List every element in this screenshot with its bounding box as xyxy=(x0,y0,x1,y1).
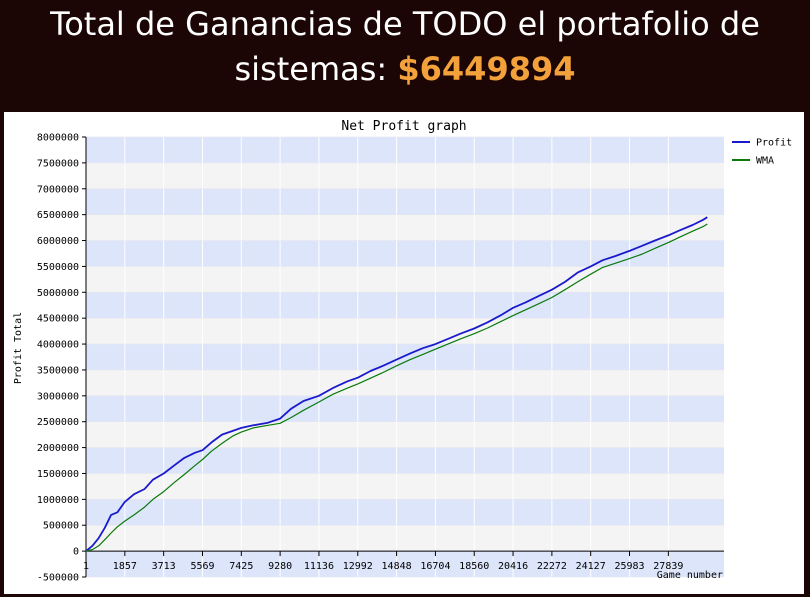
x-tick-label: 27839 xyxy=(653,561,683,572)
x-tick-label: 20416 xyxy=(498,561,528,572)
series-line-profit xyxy=(85,216,708,552)
page-header: Total de Ganancias de TODO el portafolio… xyxy=(0,0,810,108)
plot-band xyxy=(86,188,724,215)
y-axis-ticks: -500000 0 500000 1000000 1500000 2000000 25000… xyxy=(37,133,86,584)
x-axis-label: Game number xyxy=(657,570,723,581)
y-tick-label: 0 xyxy=(73,547,79,558)
y-tick-label: 7500000 xyxy=(37,158,79,169)
x-tick-label: 5569 xyxy=(190,561,214,572)
x-tick-label: 18560 xyxy=(459,561,489,572)
x-tick-label: 12992 xyxy=(343,561,373,572)
chart-panel: -500000 0 500000 1000000 1500000 2000000 25000… xyxy=(4,112,804,594)
plot-band xyxy=(86,473,724,500)
y-tick-label: 4500000 xyxy=(37,314,79,325)
x-tick-label: 9280 xyxy=(268,561,292,572)
legend-label: WMA xyxy=(756,156,774,167)
y-tick-label: 5000000 xyxy=(37,288,79,299)
chart-title: Net Profit graph xyxy=(341,119,466,134)
series-lines xyxy=(85,216,708,552)
plot-band xyxy=(86,292,724,319)
y-tick-label: 1000000 xyxy=(37,495,79,506)
x-tick-label: 24127 xyxy=(576,561,606,572)
plot-band xyxy=(86,551,724,577)
y-tick-label: 3000000 xyxy=(37,391,79,402)
x-tick-label: 1 xyxy=(83,561,89,572)
plot-band xyxy=(86,369,724,396)
net-profit-chart: -500000 0 500000 1000000 1500000 2000000 25000… xyxy=(13,119,792,584)
x-tick-label: 16704 xyxy=(420,561,450,572)
x-tick-label: 25983 xyxy=(614,561,644,572)
total-amount: $6449894 xyxy=(397,50,576,88)
y-axis-label: Profit Total xyxy=(13,312,24,384)
y-tick-label: 3500000 xyxy=(37,365,79,376)
legend-label: Profit xyxy=(756,138,792,149)
y-tick-label: 2000000 xyxy=(37,443,79,454)
y-tick-label: 7000000 xyxy=(37,184,79,195)
y-tick-label: 5500000 xyxy=(37,262,79,273)
plot-band xyxy=(86,266,724,293)
y-tick-label: 6000000 xyxy=(37,236,79,247)
x-tick-label: 14848 xyxy=(382,561,412,572)
plot-bands xyxy=(86,137,724,577)
x-tick-label: 11136 xyxy=(304,561,334,572)
plot-band xyxy=(86,318,724,345)
x-tick-label: 3713 xyxy=(152,561,176,572)
y-tick-label: 500000 xyxy=(43,521,79,532)
y-tick-label: 1500000 xyxy=(37,469,79,480)
plot-grid xyxy=(85,136,724,578)
x-tick-label: 1857 xyxy=(113,561,137,572)
plot-band xyxy=(86,137,724,163)
title-line-1: Total de Ganancias de TODO el portafolio… xyxy=(50,5,760,43)
plot-axes xyxy=(85,137,724,577)
plot-band xyxy=(86,499,724,526)
plot-band xyxy=(86,421,724,448)
x-axis-ticks: 1 1857 3713 5569 7425 9280 11136 12992 14848 1670… xyxy=(83,551,683,572)
plot-band xyxy=(86,240,724,267)
plot-band xyxy=(86,214,724,241)
plot-band xyxy=(86,162,724,189)
title-prefix: sistemas: xyxy=(234,50,398,88)
x-tick-label: 7425 xyxy=(229,561,253,572)
plot-band xyxy=(86,525,724,552)
chart-legend: Profit WMA xyxy=(732,138,792,167)
plot-band xyxy=(86,395,724,422)
y-tick-label: 8000000 xyxy=(37,133,79,144)
plot-band xyxy=(86,447,724,474)
x-tick-label: 22272 xyxy=(537,561,567,572)
y-tick-label: 4000000 xyxy=(37,340,79,351)
y-tick-label: 6500000 xyxy=(37,210,79,221)
y-tick-label: 2500000 xyxy=(37,417,79,428)
title-line-2: sistemas: $6449894 xyxy=(0,45,810,89)
y-tick-label: -500000 xyxy=(37,573,79,584)
plot-band xyxy=(86,344,724,370)
series-line-wma xyxy=(85,223,708,552)
